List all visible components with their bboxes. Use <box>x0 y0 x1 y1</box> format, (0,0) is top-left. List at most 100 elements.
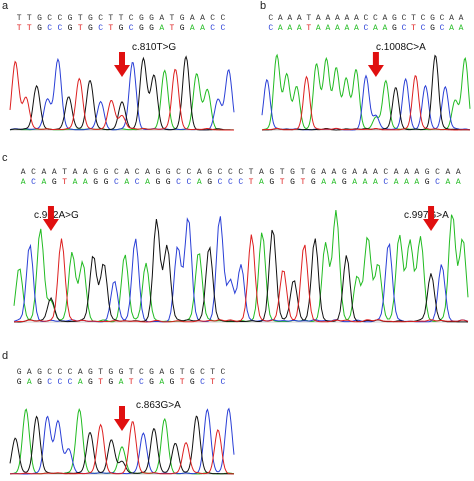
base-letter: G <box>310 178 316 187</box>
base-letter: C <box>210 14 216 23</box>
base-letter: G <box>51 178 57 187</box>
base-letter: C <box>114 178 119 187</box>
base-letter: T <box>128 368 134 377</box>
base-letter: A <box>82 178 88 187</box>
base-letter: A <box>296 14 302 23</box>
base-letter: C <box>401 24 407 33</box>
base-letter: G <box>392 14 397 23</box>
base-letter: A <box>287 24 293 33</box>
chromatogram-trace <box>261 52 471 131</box>
base-letter: A <box>20 178 26 187</box>
base-letter: C <box>47 24 53 33</box>
base-letter: A <box>259 168 264 177</box>
base-letter: C <box>138 378 144 387</box>
base-letter: A <box>51 168 57 177</box>
base-letter: T <box>210 378 216 387</box>
base-letter: C <box>439 14 445 23</box>
base-letter: T <box>98 368 103 377</box>
trace-T <box>9 60 234 131</box>
base-letter: G <box>108 368 114 377</box>
base-letter: T <box>169 14 175 23</box>
base-letter: G <box>149 378 154 387</box>
trace-C <box>13 216 469 323</box>
base-letter: C <box>67 378 73 387</box>
base-letter: T <box>411 24 416 33</box>
base-letter: C <box>227 178 233 187</box>
base-letter: C <box>128 14 134 23</box>
base-letter: G <box>392 24 397 33</box>
base-letter: C <box>217 178 223 187</box>
base-letter: C <box>176 168 181 177</box>
base-letter: A <box>344 24 350 33</box>
base-letter: A <box>382 14 388 23</box>
base-letter: G <box>138 14 144 23</box>
mutation-label: c.1008C>A <box>376 42 426 53</box>
base-letter: G <box>169 368 175 377</box>
base-letter: A <box>118 378 124 387</box>
base-letter: C <box>128 24 134 33</box>
base-letter: G <box>189 378 195 387</box>
base-letter: T <box>98 378 103 387</box>
base-letter: G <box>430 14 435 23</box>
base-letter: C <box>176 178 181 187</box>
base-letter: T <box>179 368 185 377</box>
base-letter: G <box>310 168 316 177</box>
base-letter: A <box>372 168 378 177</box>
base-letter: C <box>238 178 244 187</box>
base-letter: T <box>108 14 114 23</box>
base-letter: G <box>16 368 22 377</box>
base-letter: C <box>186 168 192 177</box>
base-letter: G <box>88 24 93 33</box>
base-letter: A <box>315 24 321 33</box>
base-letter: A <box>124 178 130 187</box>
base-letter: G <box>67 14 73 23</box>
base-letter: G <box>424 168 430 177</box>
base-letter: G <box>424 178 430 187</box>
base-letter: G <box>430 24 435 33</box>
base-letter: A <box>296 24 302 33</box>
base-letter: G <box>88 378 93 387</box>
base-letter: T <box>306 14 312 23</box>
base-letter: A <box>41 178 47 187</box>
base-letter: C <box>383 178 389 187</box>
trace-T <box>262 75 470 131</box>
base-letter: C <box>200 378 205 387</box>
base-letter: A <box>321 168 326 177</box>
base-letter: A <box>325 24 331 33</box>
base-letter: C <box>98 14 103 23</box>
trace-G <box>14 219 469 323</box>
base-letter: A <box>26 378 32 387</box>
panel-label: d <box>2 350 9 362</box>
base-letter: T <box>77 24 83 33</box>
base-letter: A <box>458 24 464 33</box>
base-letter: C <box>134 168 140 177</box>
panel-label: b <box>260 0 267 12</box>
base-letter: C <box>134 178 140 187</box>
base-letter: A <box>414 178 420 187</box>
base-letter: A <box>331 168 337 177</box>
base-letter: C <box>57 14 63 23</box>
base-letter: C <box>220 378 226 387</box>
base-letter: G <box>155 168 161 177</box>
base-letter: A <box>353 14 359 23</box>
base-letter: A <box>321 178 326 187</box>
base-letter: C <box>31 168 36 177</box>
base-letter: C <box>373 14 378 23</box>
base-letter: A <box>72 168 78 177</box>
base-letter: A <box>277 14 283 23</box>
mutation-arrow <box>367 52 384 77</box>
base-letter: C <box>31 178 36 187</box>
base-letter: C <box>435 168 440 177</box>
base-letter: A <box>404 168 409 177</box>
mutation-label-2: c.997G>A <box>404 210 449 221</box>
base-letter: G <box>207 178 213 187</box>
